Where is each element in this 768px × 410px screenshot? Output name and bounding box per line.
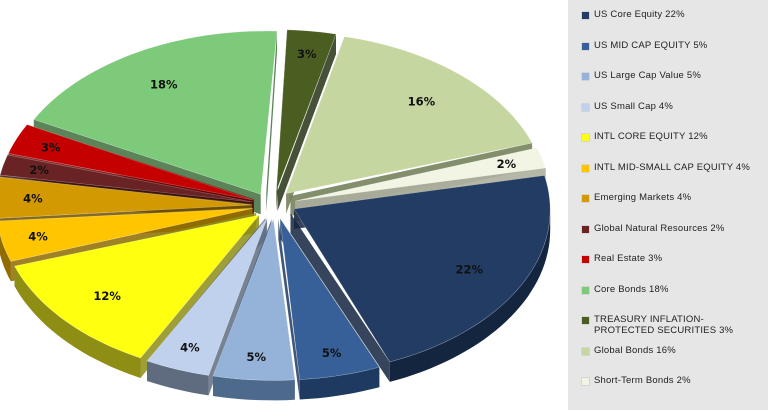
slice-cut-face	[266, 31, 277, 213]
data-label: 22%	[456, 262, 484, 276]
slice-side-wall	[213, 376, 295, 401]
legend-label: US Large Cap Value 5%	[594, 70, 702, 81]
data-label: 2%	[497, 157, 517, 171]
legend-item-global-natural-resources-2: Global Natural Resources 2%	[568, 223, 768, 254]
pie-chart: 22% 5% 5% 4% 12% 4% 4% 2% 3% 18% 3% 16% 2%	[0, 29, 551, 401]
legend-label: Core Bonds 18%	[594, 283, 669, 295]
legend-item-us-core-equity-22: US Core Equity 22%	[568, 9, 768, 40]
legend-label: INTL MID-SMALL CAP EQUITY 4%	[594, 161, 751, 173]
legend-item-short-term-bonds-2: Short-Term Bonds 2%	[568, 375, 768, 406]
slice-top	[7, 124, 254, 201]
legend-label: US MID CAP EQUITY 5%	[594, 39, 708, 51]
legend-item-intl-core-equity-12: INTL CORE EQUITY 12%	[568, 131, 768, 162]
slice-top	[146, 218, 268, 376]
slice-top	[276, 29, 337, 192]
slice-cut-face	[290, 213, 390, 382]
legend-label: INTL CORE EQUITY 12%	[594, 131, 708, 142]
legend-item-emerging-markets-4: Emerging Markets 4%	[568, 192, 768, 223]
legend-swatch	[582, 225, 589, 233]
pie-chart-area: 22% 5% 5% 4% 12% 4% 4% 2% 3% 18% 3% 16% 2%	[0, 29, 551, 401]
legend-label: Short-Term Bonds 2%	[594, 375, 691, 386]
slice-top	[295, 147, 547, 202]
slice-cut-face	[277, 34, 336, 211]
slice-side-wall	[0, 234, 11, 282]
legend-swatch	[582, 73, 589, 80]
data-label: 16%	[408, 95, 436, 109]
legend-item-real-estate-3: Real Estate 3%	[568, 253, 768, 284]
legend-label: Real Estate 3%	[594, 253, 663, 264]
legend-item-us-mid-cap-equity-5: US MID CAP EQUITY 5%	[568, 40, 768, 71]
slice-top	[279, 218, 380, 380]
legend-item-intl-mid-small-cap-equity-4: INTL MID-SMALL CAP EQUITY 4%	[568, 162, 768, 193]
legend-swatch	[582, 134, 589, 141]
slice-side-wall	[147, 361, 209, 396]
data-label: 12%	[93, 289, 121, 303]
legend-swatch	[582, 317, 589, 324]
legend-swatch	[582, 12, 589, 19]
slice-top	[0, 176, 253, 219]
legend-item-us-large-cap-value-5: US Large Cap Value 5%	[568, 70, 768, 101]
slice-cut-face	[278, 218, 300, 400]
slice-top	[14, 214, 260, 359]
legend-swatch	[582, 164, 589, 172]
legend-swatch	[582, 286, 589, 294]
slice-treasury-inflation-protected-securities-3	[276, 29, 337, 211]
legend-label: Emerging Markets 4%	[594, 192, 692, 203]
data-label: 4%	[23, 192, 43, 206]
slice-top	[285, 36, 533, 195]
legend-item-core-bonds-18: Core Bonds 18%	[568, 284, 768, 315]
slice-top	[212, 218, 296, 381]
legend-item-us-small-cap-4: US Small Cap 4%	[568, 101, 768, 132]
data-label: 18%	[150, 78, 178, 92]
legend-label: Global Natural Resources 2%	[594, 222, 725, 234]
slice-side-wall	[14, 266, 141, 378]
data-label: 5%	[322, 346, 342, 360]
legend-label: TREASURY INFLATION-PROTECTED SECURITIES …	[594, 314, 734, 336]
legend-swatch	[582, 347, 589, 355]
data-label: 3%	[41, 141, 61, 155]
legend-swatch	[582, 378, 589, 385]
legend: US Core Equity 22% US MID CAP EQUITY 5% US…	[568, 0, 768, 410]
slice-top	[0, 208, 253, 262]
legend-swatch	[582, 103, 589, 111]
data-label: 4%	[28, 230, 48, 244]
data-label: 4%	[180, 341, 200, 355]
legend-item-global-bonds-16: Global Bonds 16%	[568, 345, 768, 376]
data-label: 5%	[247, 350, 267, 364]
legend-label: Global Bonds 16%	[594, 344, 676, 356]
slice-us-core-equity-22	[290, 175, 551, 382]
slice-us-large-cap-value-5	[212, 218, 296, 401]
data-label: 2%	[29, 163, 49, 177]
legend-label: US Core Equity 22%	[594, 9, 685, 20]
slice-top	[293, 175, 551, 363]
slice-top	[0, 154, 253, 203]
slice-us-mid-cap-equity-5	[278, 218, 380, 400]
legend-label: US Small Cap 4%	[594, 100, 674, 112]
slice-side-wall	[299, 367, 380, 400]
legend-swatch	[582, 256, 589, 263]
data-label: 3%	[297, 47, 317, 61]
slice-side-wall	[389, 209, 551, 382]
legend-swatch	[582, 42, 589, 50]
legend-item-treasury-inflation-protected-securities-3: TREASURY INFLATION-PROTECTED SECURITIES …	[568, 314, 768, 345]
slice-top	[33, 30, 278, 195]
legend-swatch	[582, 195, 589, 202]
